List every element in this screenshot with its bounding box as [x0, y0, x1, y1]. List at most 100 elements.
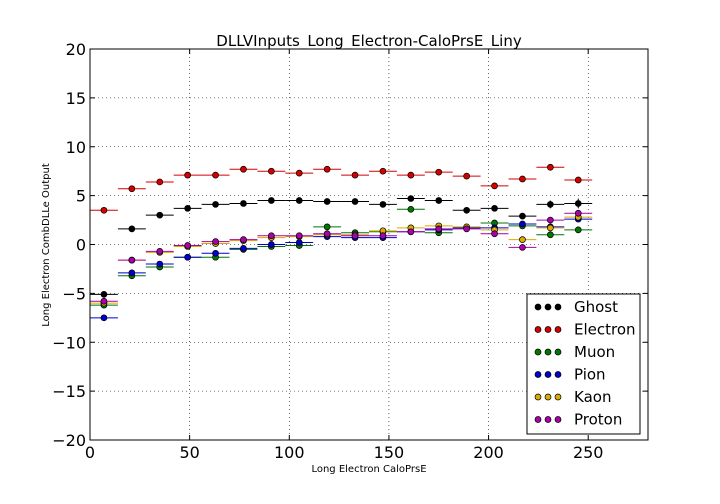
- legend-marker-ghost: [544, 303, 552, 311]
- x-tick-label: 100: [274, 443, 305, 462]
- legend-marker-electron: [534, 326, 542, 333]
- legend-label-pion: Pion: [574, 366, 606, 384]
- ghost-point: [435, 197, 443, 204]
- legend-marker-kaon: [534, 393, 542, 401]
- y-tick-label: 0: [76, 236, 86, 255]
- y-axis-label: Long Electron CombDLLe Output: [41, 163, 52, 327]
- proton-point: [323, 230, 331, 238]
- proton-point: [351, 232, 359, 240]
- electron-point: [574, 176, 582, 184]
- pion-point: [268, 241, 275, 248]
- legend-label-proton: Proton: [574, 411, 622, 429]
- electron-point: [212, 171, 219, 179]
- proton-point: [128, 256, 136, 264]
- ghost-point: [240, 200, 247, 207]
- y-tick-label: −15: [52, 382, 86, 401]
- data-markers: [100, 163, 582, 322]
- legend-box: [526, 293, 641, 435]
- electron-point: [295, 169, 303, 177]
- y-tick-label: 10: [66, 138, 86, 157]
- pion-point: [100, 314, 108, 322]
- proton-point: [407, 228, 415, 236]
- ghost-point: [379, 201, 387, 208]
- pion-point: [519, 220, 526, 228]
- proton-point: [435, 225, 443, 233]
- x-axis-label: Long Electron CaloPrsE: [311, 464, 426, 475]
- electron-point: [519, 175, 526, 183]
- y-tick-label: −10: [52, 333, 86, 352]
- legend-marker-kaon: [544, 393, 552, 401]
- proton-point: [519, 244, 526, 251]
- pion-point: [240, 245, 247, 252]
- pion-point: [184, 253, 191, 261]
- legend-marker-proton: [534, 416, 542, 423]
- muon-point: [574, 226, 582, 234]
- legend-marker-electron: [544, 326, 552, 333]
- ghost-point: [295, 197, 303, 204]
- legend-label-kaon: Kaon: [574, 388, 611, 406]
- legend-marker-muon: [534, 348, 542, 356]
- legend-label-electron: Electron: [574, 321, 636, 339]
- proton-point: [184, 242, 191, 249]
- legend-marker-muon: [554, 348, 562, 356]
- electron-point: [184, 171, 191, 179]
- ghost-point: [100, 291, 108, 298]
- ghost-point: [463, 206, 470, 214]
- y-tick-label: 5: [76, 187, 86, 206]
- muon-point: [546, 231, 554, 239]
- ghost-point: [156, 211, 164, 219]
- proton-point: [491, 230, 498, 238]
- ghost-point: [184, 204, 191, 212]
- legend-marker-pion: [544, 371, 552, 378]
- electron-point: [435, 168, 443, 176]
- proton-point: [240, 236, 247, 243]
- y-tick-labels: 20 15 10 5 0 −5 −10 −15 −20: [52, 40, 86, 450]
- pion-point: [156, 260, 164, 268]
- legend-label-muon: Muon: [574, 343, 615, 361]
- legend-marker-pion: [534, 371, 542, 378]
- legend-marker-proton: [544, 416, 552, 423]
- proton-point: [574, 209, 582, 217]
- chart-title: DLLVInputs_Long_Electron-CaloPrsE_Liny: [216, 32, 522, 51]
- electron-point: [323, 165, 331, 173]
- ghost-point: [546, 201, 554, 208]
- legend-marker-ghost: [554, 303, 562, 311]
- ghost-point: [212, 201, 219, 208]
- legend-marker-pion: [554, 371, 562, 378]
- ghost-point: [491, 204, 498, 212]
- legend-label-ghost: Ghost: [574, 298, 618, 316]
- electron-point: [407, 171, 415, 179]
- proton-point: [268, 232, 275, 240]
- electron-point: [491, 182, 498, 190]
- legend-marker-muon: [544, 348, 552, 356]
- proton-point: [100, 297, 108, 305]
- x-tick-labels: 0 50 100 150 200 250: [85, 443, 604, 462]
- y-tick-label: −20: [52, 431, 86, 450]
- ghost-point: [268, 197, 275, 204]
- proton-point: [546, 216, 554, 224]
- kaon-point: [519, 236, 526, 243]
- muon-point: [323, 223, 331, 231]
- electron-point: [100, 206, 108, 214]
- proton-point: [295, 232, 303, 240]
- electron-point: [156, 178, 164, 186]
- pion-point: [212, 249, 219, 257]
- proton-point: [156, 247, 164, 255]
- x-tick-label: 0: [85, 443, 95, 462]
- ghost-point: [574, 200, 582, 207]
- axis-ticks: [89, 48, 648, 441]
- y-tick-label: 15: [66, 89, 86, 108]
- electron-point: [379, 167, 387, 175]
- legend-marker-kaon: [554, 393, 562, 401]
- y-tick-label: 20: [66, 40, 86, 59]
- pion-point: [295, 239, 303, 246]
- grid: [90, 49, 648, 440]
- x-tick-label: 150: [374, 443, 405, 462]
- legend-marker-proton: [554, 416, 562, 423]
- legend-marker-ghost: [534, 303, 542, 311]
- legend-marker-electron: [554, 326, 562, 333]
- electron-point: [351, 171, 359, 179]
- electron-point: [128, 185, 136, 193]
- ghost-point: [323, 198, 331, 205]
